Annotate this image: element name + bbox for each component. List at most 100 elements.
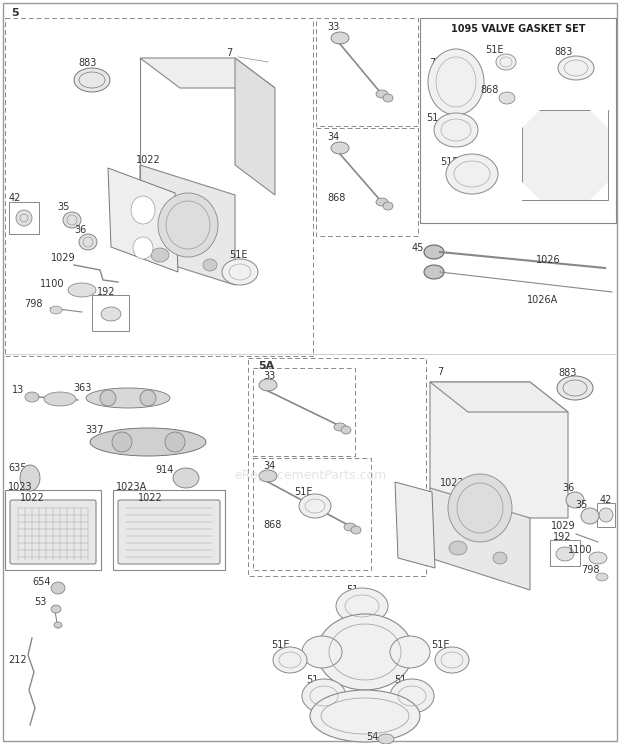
Text: 883: 883 bbox=[559, 368, 577, 378]
Text: 337: 337 bbox=[86, 425, 104, 435]
Text: 1026A: 1026A bbox=[528, 295, 559, 305]
Text: 42: 42 bbox=[9, 193, 21, 203]
Ellipse shape bbox=[331, 32, 349, 44]
Ellipse shape bbox=[428, 49, 484, 115]
Ellipse shape bbox=[140, 390, 156, 406]
Ellipse shape bbox=[331, 142, 349, 154]
Ellipse shape bbox=[112, 432, 132, 452]
Ellipse shape bbox=[383, 202, 393, 210]
Text: 50: 50 bbox=[346, 713, 358, 723]
Text: 34: 34 bbox=[327, 132, 339, 142]
Ellipse shape bbox=[390, 679, 434, 713]
Ellipse shape bbox=[63, 212, 81, 228]
Ellipse shape bbox=[558, 56, 594, 80]
Ellipse shape bbox=[51, 582, 65, 594]
Ellipse shape bbox=[344, 523, 356, 531]
Ellipse shape bbox=[446, 154, 498, 194]
Ellipse shape bbox=[589, 552, 607, 564]
Ellipse shape bbox=[25, 392, 39, 402]
Text: 51E: 51E bbox=[294, 487, 312, 497]
Polygon shape bbox=[590, 110, 608, 128]
Text: 33: 33 bbox=[263, 371, 275, 381]
Ellipse shape bbox=[310, 690, 420, 742]
Ellipse shape bbox=[100, 390, 116, 406]
Text: 5: 5 bbox=[11, 8, 19, 18]
Text: 1023: 1023 bbox=[8, 482, 33, 492]
Text: 883: 883 bbox=[79, 58, 97, 68]
Ellipse shape bbox=[203, 259, 217, 271]
Text: 1026: 1026 bbox=[536, 255, 560, 265]
Ellipse shape bbox=[44, 392, 76, 406]
Ellipse shape bbox=[434, 113, 478, 147]
Text: 36: 36 bbox=[74, 225, 86, 235]
Ellipse shape bbox=[20, 465, 40, 491]
Ellipse shape bbox=[581, 508, 599, 524]
Ellipse shape bbox=[302, 679, 346, 713]
Text: 51: 51 bbox=[394, 675, 406, 685]
Text: 635: 635 bbox=[9, 463, 27, 473]
Ellipse shape bbox=[376, 198, 388, 206]
Text: 798: 798 bbox=[581, 565, 600, 575]
Ellipse shape bbox=[351, 526, 361, 534]
Text: 51E: 51E bbox=[485, 45, 503, 55]
Ellipse shape bbox=[131, 196, 155, 224]
Text: 7: 7 bbox=[226, 48, 232, 58]
Polygon shape bbox=[522, 182, 540, 200]
Polygon shape bbox=[395, 482, 435, 568]
Ellipse shape bbox=[165, 432, 185, 452]
Ellipse shape bbox=[74, 68, 110, 92]
Ellipse shape bbox=[90, 428, 206, 456]
Ellipse shape bbox=[448, 474, 512, 542]
Polygon shape bbox=[522, 110, 540, 128]
Ellipse shape bbox=[51, 605, 61, 613]
Text: 212: 212 bbox=[9, 655, 27, 665]
Ellipse shape bbox=[16, 210, 32, 226]
Text: 51: 51 bbox=[306, 675, 318, 685]
Ellipse shape bbox=[101, 307, 121, 321]
Ellipse shape bbox=[496, 54, 516, 70]
Text: 1095 VALVE GASKET SET: 1095 VALVE GASKET SET bbox=[451, 24, 585, 34]
FancyBboxPatch shape bbox=[118, 500, 220, 564]
Ellipse shape bbox=[390, 636, 430, 668]
Text: 54: 54 bbox=[366, 732, 378, 742]
Ellipse shape bbox=[334, 423, 346, 431]
Ellipse shape bbox=[222, 259, 258, 285]
Text: 1022: 1022 bbox=[20, 493, 45, 503]
Text: 1022: 1022 bbox=[136, 155, 161, 165]
Polygon shape bbox=[140, 165, 235, 285]
Polygon shape bbox=[430, 488, 530, 590]
Text: 798: 798 bbox=[24, 299, 42, 309]
Ellipse shape bbox=[68, 283, 96, 297]
Ellipse shape bbox=[493, 552, 507, 564]
Polygon shape bbox=[430, 382, 568, 518]
Ellipse shape bbox=[259, 470, 277, 482]
Ellipse shape bbox=[151, 248, 169, 262]
Ellipse shape bbox=[302, 636, 342, 668]
Polygon shape bbox=[430, 382, 568, 412]
Text: 34: 34 bbox=[263, 461, 275, 471]
Text: 883: 883 bbox=[555, 47, 573, 57]
Polygon shape bbox=[590, 182, 608, 200]
Text: 51: 51 bbox=[346, 585, 358, 595]
Ellipse shape bbox=[596, 573, 608, 581]
Ellipse shape bbox=[376, 90, 388, 98]
Text: 868: 868 bbox=[263, 520, 281, 530]
Ellipse shape bbox=[173, 468, 199, 488]
Ellipse shape bbox=[158, 193, 218, 257]
Text: 1023A: 1023A bbox=[116, 482, 148, 492]
Text: 35: 35 bbox=[576, 500, 588, 510]
Polygon shape bbox=[522, 110, 608, 200]
Ellipse shape bbox=[435, 647, 469, 673]
Ellipse shape bbox=[336, 588, 388, 624]
Ellipse shape bbox=[259, 379, 277, 391]
FancyBboxPatch shape bbox=[10, 500, 96, 564]
Text: 654: 654 bbox=[33, 577, 51, 587]
Ellipse shape bbox=[556, 547, 574, 561]
Ellipse shape bbox=[557, 376, 593, 400]
Ellipse shape bbox=[449, 541, 467, 555]
Text: 53: 53 bbox=[34, 597, 46, 607]
Text: 45: 45 bbox=[412, 243, 424, 253]
Text: 51E: 51E bbox=[229, 250, 247, 260]
Text: 122A: 122A bbox=[370, 621, 394, 631]
Polygon shape bbox=[108, 168, 178, 272]
